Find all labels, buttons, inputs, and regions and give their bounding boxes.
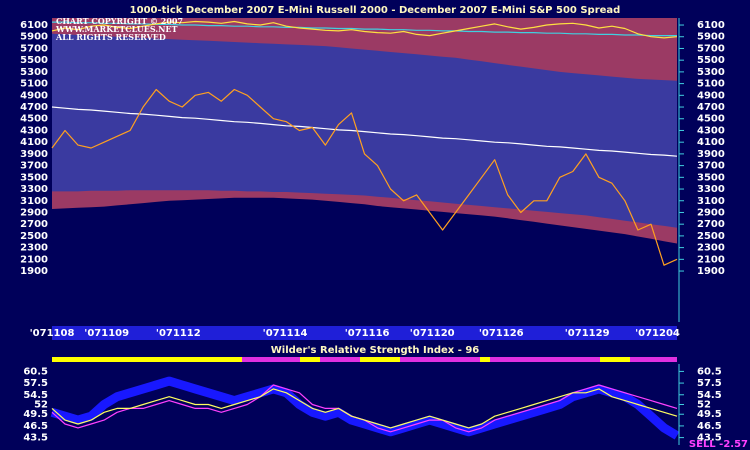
y-tick-label: 2100 — [20, 254, 48, 265]
y-tick-label: 5500 — [20, 55, 48, 66]
y-tick-label: 4900 — [20, 90, 48, 101]
series-line — [51, 88, 678, 266]
annotation: CHART COPYRIGHT © 2007 — [56, 16, 183, 26]
y-tick-label: 49.5 — [697, 409, 722, 420]
x-tick-label: '071129 — [565, 328, 610, 339]
y-tick-label: 5300 — [697, 67, 725, 78]
y-tick-label: 3700 — [20, 161, 48, 172]
signal-strip — [360, 357, 400, 362]
y-tick-label: 3900 — [697, 149, 725, 160]
y-tick-label: 3500 — [20, 172, 48, 183]
y-tick-label: 5900 — [20, 32, 48, 43]
y-tick-label: 5300 — [20, 67, 48, 78]
y-tick-label: 2500 — [697, 231, 725, 242]
y-tick-label: 3300 — [20, 184, 48, 195]
y-tick-label: 2900 — [697, 207, 725, 218]
signal-strip — [480, 357, 490, 362]
y-tick-label: 2700 — [697, 219, 725, 230]
y-tick-label: 54.5 — [697, 390, 722, 401]
signal-strip — [600, 357, 630, 362]
y-tick-label: 1900 — [697, 266, 725, 277]
band-area — [52, 197, 677, 322]
y-tick-label: 52 — [697, 400, 711, 411]
signal-strip — [52, 357, 242, 362]
y-tick-label: 54.5 — [23, 390, 48, 401]
x-tick-label: '071116 — [345, 328, 390, 339]
y-tick-label: 3900 — [20, 149, 48, 160]
y-tick-label: 4900 — [697, 90, 725, 101]
y-tick-label: 4700 — [20, 102, 48, 113]
y-tick-label: 57.5 — [697, 378, 722, 389]
y-tick-label: 4100 — [20, 137, 48, 148]
signal-strip — [300, 357, 320, 362]
y-tick-label: 4500 — [20, 114, 48, 125]
x-tick-label: '071109 — [84, 328, 129, 339]
y-tick-label: 5100 — [20, 79, 48, 90]
y-tick-label: 5500 — [697, 55, 725, 66]
y-tick-label: 5700 — [697, 43, 725, 54]
y-tick-label: 46.5 — [23, 421, 48, 432]
y-tick-label: 3100 — [697, 196, 725, 207]
y-tick-label: 2300 — [697, 243, 725, 254]
y-tick-label: 3500 — [697, 172, 725, 183]
y-tick-label: 1900 — [20, 266, 48, 277]
annotation: ALL RIGHTS RESERVED — [55, 32, 166, 42]
x-tick-label: '071204 — [635, 328, 680, 339]
y-tick-label: 43.5 — [697, 433, 722, 444]
y-tick-label: 6100 — [697, 20, 725, 31]
y-tick-label: 4500 — [697, 114, 725, 125]
x-tick-label: '071112 — [156, 328, 201, 339]
series-line — [51, 106, 678, 157]
y-tick-label: 3300 — [697, 184, 725, 195]
x-tick-label: '071108 — [30, 328, 75, 339]
y-tick-label: 5900 — [697, 32, 725, 43]
y-tick-label: 46.5 — [697, 421, 722, 432]
y-tick-label: 57.5 — [23, 378, 48, 389]
y-tick-label: 49.5 — [23, 409, 48, 420]
date-strip — [52, 326, 677, 340]
y-tick-label: 60.5 — [697, 366, 722, 377]
y-tick-label: 3100 — [20, 196, 48, 207]
y-tick-label: 3700 — [697, 161, 725, 172]
y-tick-label: 5700 — [20, 43, 48, 54]
y-tick-label: 4300 — [20, 125, 48, 136]
y-tick-label: 2700 — [20, 219, 48, 230]
y-tick-label: 2100 — [697, 254, 725, 265]
signal-label: SELL -2.57 — [689, 439, 748, 450]
y-tick-label: 52 — [34, 400, 48, 411]
series-line — [51, 388, 678, 429]
series-line — [51, 20, 678, 39]
chart-title: 1000-tick December 2007 E-Mini Russell 2… — [130, 5, 621, 16]
annotation: WWW.MARKETCLUES.NET — [55, 24, 178, 34]
x-tick-label: '071126 — [479, 328, 524, 339]
x-tick-label: '071114 — [263, 328, 308, 339]
rsi-title: Wilder's Relative Strength Index - 96 — [271, 345, 480, 356]
y-tick-label: 2900 — [20, 207, 48, 218]
y-tick-label: 2300 — [20, 243, 48, 254]
y-tick-label: 43.5 — [23, 433, 48, 444]
y-tick-label: 5100 — [697, 79, 725, 90]
y-tick-label: 6100 — [20, 20, 48, 31]
series-line — [50, 376, 680, 440]
y-tick-label: 60.5 — [23, 366, 48, 377]
y-tick-label: 4700 — [697, 102, 725, 113]
y-tick-label: 2500 — [20, 231, 48, 242]
y-tick-label: 4300 — [697, 125, 725, 136]
x-tick-label: '071120 — [410, 328, 455, 339]
y-tick-label: 4100 — [697, 137, 725, 148]
